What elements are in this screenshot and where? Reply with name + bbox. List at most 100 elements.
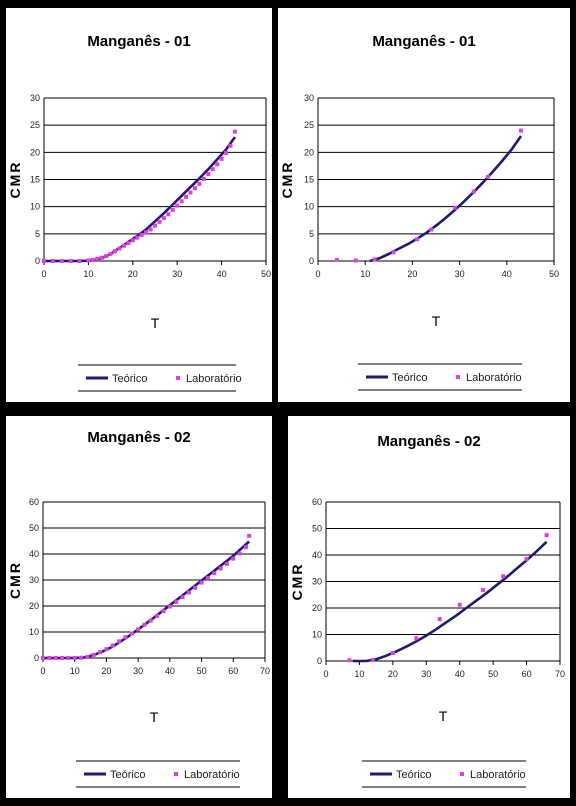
x-tick-label: 40 — [217, 269, 227, 279]
chart-svg: Manganês - 01 0 5 10 15 20 25 30 0 10 20 30 40 50 T CMR… — [7, 33, 271, 392]
y-tick-label: 30 — [304, 93, 314, 103]
data-point-laboratorio — [457, 602, 462, 607]
data-point-laboratorio — [153, 223, 157, 228]
chart-svg: Manganês - 02 0 10 20 30 40 50 60 0 10 20 30 40 50 60 7… — [7, 429, 270, 788]
y-tick-label: 60 — [29, 497, 39, 507]
data-point-laboratorio — [232, 129, 237, 134]
data-point-laboratorio — [144, 230, 149, 235]
data-point-laboratorio — [524, 556, 529, 561]
legend-label: Teórico — [110, 769, 145, 781]
x-axis-label: T — [151, 315, 160, 331]
y-tick-label: 0 — [309, 256, 314, 266]
data-point-laboratorio — [42, 259, 46, 263]
data-point-laboratorio — [184, 194, 189, 199]
y-tick-label: 0 — [34, 653, 39, 663]
data-point-laboratorio — [90, 257, 95, 262]
legend-swatch-marker — [176, 376, 180, 380]
data-point-laboratorio — [179, 199, 184, 204]
data-point-laboratorio — [148, 618, 153, 623]
data-point-laboratorio — [485, 174, 490, 179]
data-point-laboratorio — [53, 656, 58, 660]
data-point-laboratorio — [99, 255, 104, 260]
data-point-laboratorio — [50, 259, 55, 263]
data-point-laboratorio — [224, 561, 229, 566]
data-point-laboratorio — [201, 176, 206, 181]
data-point-laboratorio — [130, 238, 135, 243]
chart-title: Manganês - 01 — [87, 33, 190, 50]
x-tick-label: 20 — [407, 269, 417, 279]
data-point-laboratorio — [66, 656, 71, 660]
x-tick-label: 20 — [388, 669, 398, 679]
legend-label: Teórico — [392, 372, 427, 384]
x-tick-label: 70 — [260, 666, 270, 676]
data-point-laboratorio — [391, 250, 396, 255]
data-point-laboratorio — [231, 556, 236, 561]
x-tick-label: 40 — [165, 666, 175, 676]
x-tick-label: 30 — [455, 269, 465, 279]
x-tick-label: 50 — [488, 669, 498, 679]
data-point-laboratorio — [108, 251, 113, 256]
data-point-laboratorio — [135, 235, 140, 240]
data-point-laboratorio — [142, 622, 147, 627]
legend-swatch-marker — [460, 772, 464, 776]
y-tick-label: 20 — [30, 147, 40, 157]
y-tick-label: 10 — [312, 630, 322, 640]
data-point-laboratorio — [188, 190, 193, 195]
x-tick-label: 0 — [323, 669, 328, 679]
data-point-laboratorio — [41, 656, 45, 660]
data-point-laboratorio — [186, 590, 191, 595]
data-point-laboratorio — [372, 257, 377, 262]
data-point-laboratorio — [219, 156, 224, 161]
x-axis-label: T — [150, 709, 159, 725]
legend-label: Laboratório — [466, 372, 522, 384]
data-point-laboratorio — [518, 128, 523, 133]
y-tick-label: 0 — [35, 256, 40, 266]
y-tick-label: 25 — [304, 120, 314, 130]
data-point-laboratorio — [180, 595, 185, 600]
data-point-laboratorio — [429, 227, 434, 232]
data-point-laboratorio — [117, 639, 122, 644]
series-line-teorico — [352, 540, 548, 663]
x-tick-label: 10 — [360, 269, 370, 279]
y-tick-label: 60 — [312, 497, 322, 507]
chart-panel-manganes-02-b: Manganês - 02 0 10 20 30 40 50 60 0 10 20 30 40 50 60 7… — [288, 416, 570, 798]
x-tick-label: 60 — [522, 669, 532, 679]
data-point-laboratorio — [113, 249, 118, 254]
data-point-laboratorio — [334, 257, 339, 262]
y-tick-label: 30 — [30, 93, 40, 103]
legend-label: Laboratório — [186, 373, 242, 385]
legend-swatch-marker — [174, 772, 178, 776]
y-axis-label: CMR — [289, 563, 305, 601]
data-point-laboratorio — [544, 533, 549, 538]
data-point-laboratorio — [210, 167, 215, 172]
y-tick-label: 20 — [304, 147, 314, 157]
y-tick-label: 40 — [312, 550, 322, 560]
y-tick-label: 15 — [30, 175, 40, 185]
chart-panel-manganes-02-a: Manganês - 02 0 10 20 30 40 50 60 0 10 20 30 40 50 60 7… — [6, 416, 272, 798]
chart-panel-manganes-01-b: Manganês - 01 0 5 10 15 20 25 30 0 10 20 30 40 50 T CMR… — [278, 8, 570, 402]
legend: Teórico Laboratório — [358, 363, 522, 391]
y-tick-label: 20 — [312, 603, 322, 613]
data-point-laboratorio — [104, 647, 109, 652]
data-point-laboratorio — [167, 604, 172, 609]
data-point-laboratorio — [157, 219, 162, 224]
x-tick-label: 30 — [421, 669, 431, 679]
legend-label: Laboratório — [184, 769, 240, 781]
x-tick-label: 0 — [41, 269, 46, 279]
data-point-laboratorio — [59, 259, 64, 263]
data-point-laboratorio — [197, 181, 202, 186]
data-point-laboratorio — [212, 571, 217, 576]
chart-panel-manganes-01-a: Manganês - 01 0 5 10 15 20 25 30 0 10 20 30 40 50 T CMR… — [6, 8, 272, 402]
data-point-laboratorio — [72, 656, 77, 660]
data-point-laboratorio — [60, 656, 65, 660]
x-tick-label: 20 — [101, 666, 111, 676]
x-tick-label: 30 — [133, 666, 143, 676]
data-point-laboratorio — [98, 650, 103, 655]
data-point-laboratorio — [353, 258, 358, 263]
x-tick-label: 30 — [172, 269, 182, 279]
data-point-laboratorio — [199, 580, 204, 585]
data-point-laboratorio — [347, 658, 352, 663]
x-tick-label: 70 — [555, 669, 565, 679]
data-point-laboratorio — [139, 232, 144, 237]
data-point-laboratorio — [471, 189, 476, 194]
